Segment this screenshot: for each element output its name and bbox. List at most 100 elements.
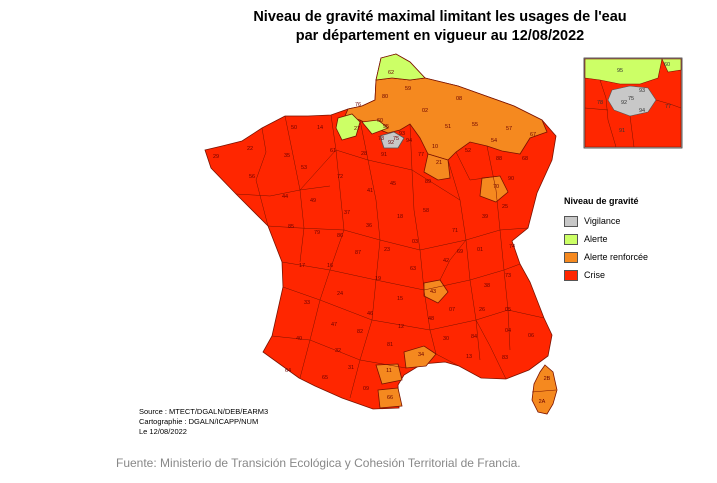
map-title-line1: Niveau de gravité maximal limitant les u…	[253, 9, 627, 25]
legend-item-alerte: Alerte	[564, 230, 694, 248]
department-label-47: 47	[331, 322, 337, 328]
legend-item-vigilance: Vigilance	[564, 212, 694, 230]
department-label-48: 48	[428, 316, 434, 322]
department-label-93: 93	[399, 131, 405, 137]
france-map: 62 59 80 76 27 60 02 08 51 55 57 67 10 52 54 88 21 70 95 75…	[204, 53, 683, 415]
department-label-89: 89	[425, 179, 431, 185]
inset-department-label-93: 93	[639, 88, 645, 94]
department-label-09: 09	[363, 386, 369, 392]
department-label-04: 04	[505, 328, 511, 334]
aude-alert-zone	[375, 363, 403, 385]
department-label-37: 37	[344, 210, 350, 216]
corsica	[531, 364, 558, 415]
department-label-30: 30	[443, 336, 449, 342]
department-label-74: 74	[509, 244, 515, 250]
department-label-54: 54	[491, 138, 497, 144]
department-label-90: 90	[508, 176, 514, 182]
department-label-73: 73	[505, 273, 511, 279]
paris-vigilance-zone	[379, 131, 405, 149]
nord-alert-zone	[375, 53, 426, 81]
legend-swatch-alerte	[564, 233, 578, 245]
department-label-02: 02	[422, 108, 428, 114]
legend-swatch-crise	[564, 269, 578, 281]
inset-department-label-75: 75	[628, 96, 634, 102]
department-label-16: 16	[327, 263, 333, 269]
department-label-23: 23	[384, 247, 390, 253]
department-label-19: 19	[375, 276, 381, 282]
department-label-26: 26	[479, 307, 485, 313]
department-label-35: 35	[284, 153, 290, 159]
department-label-41: 41	[367, 188, 373, 194]
department-label-87: 87	[355, 250, 361, 256]
department-label-58: 58	[423, 208, 429, 214]
figure-caption: Fuente: Ministerio de Transición Ecológi…	[116, 456, 521, 470]
legend-label-alerte-renforcee: Alerte renforcée	[584, 252, 649, 262]
inset-department-label-95: 95	[617, 68, 623, 74]
department-label-05: 05	[505, 307, 511, 313]
department-label-2B: 2B	[544, 376, 551, 382]
department-label-88: 88	[496, 156, 502, 162]
idf-inset	[583, 57, 683, 149]
department-label-43: 43	[430, 289, 436, 295]
department-label-13: 13	[466, 354, 472, 360]
department-label-72: 72	[337, 174, 343, 180]
oise-alert-zone	[361, 119, 389, 135]
department-label-69: 69	[457, 249, 463, 255]
department-label-45: 45	[390, 181, 396, 187]
pyrenees-orientales-alert-zone	[377, 387, 403, 409]
department-label-59: 59	[405, 86, 411, 92]
department-label-81: 81	[387, 342, 393, 348]
department-label-21: 21	[436, 160, 442, 166]
herault-alert-zone	[403, 345, 437, 369]
department-label-42: 42	[443, 258, 449, 264]
department-label-86: 86	[337, 233, 343, 239]
department-label-11: 11	[386, 368, 392, 374]
department-label-24: 24	[337, 291, 343, 297]
legend-title: Niveau de gravité	[564, 196, 639, 206]
department-label-07: 07	[449, 307, 455, 313]
haute-loire-alert-zone	[423, 279, 449, 304]
legend-label-vigilance: Vigilance	[584, 216, 621, 226]
department-label-95: 95	[383, 124, 389, 130]
department-label-49: 49	[310, 198, 316, 204]
department-label-85: 85	[288, 224, 294, 230]
inset-department-label-92: 92	[621, 100, 627, 106]
department-label-62: 62	[388, 70, 394, 76]
department-label-64: 64	[285, 368, 291, 374]
department-label-67: 67	[530, 132, 536, 138]
legend-swatch-alerte-renforcee	[564, 251, 578, 263]
department-label-39: 39	[482, 214, 488, 220]
department-label-32: 32	[335, 348, 341, 354]
department-label-38: 38	[484, 283, 490, 289]
source-block: Source : MTECT/DGALN/DEB/EARM3 Cartograp…	[139, 407, 268, 437]
burgundy-alert-zone	[423, 153, 451, 181]
department-label-36: 36	[366, 223, 372, 229]
inset-department-label-60: 60	[664, 62, 670, 68]
department-label-57: 57	[506, 126, 512, 132]
map-title: Niveau de gravité maximal limitant les u…	[200, 8, 680, 46]
eure-alert-zone	[335, 113, 361, 141]
department-label-17: 17	[299, 263, 305, 269]
legend-item-alerte-renforcee: Alerte renforcée	[564, 248, 694, 266]
department-label-55: 55	[472, 122, 478, 128]
legend-swatch-vigilance	[564, 215, 578, 227]
department-label-78: 78	[378, 136, 384, 142]
source-line: Source : MTECT/DGALN/DEB/EARM3	[139, 407, 269, 416]
department-label-71: 71	[452, 228, 458, 234]
department-label-83: 83	[502, 355, 508, 361]
inset-department-label-77: 77	[665, 104, 671, 110]
legend-label-crise: Crise	[584, 270, 606, 280]
department-borders	[235, 114, 545, 399]
department-label-22: 22	[247, 146, 253, 152]
department-label-25: 25	[502, 204, 508, 210]
department-label-75: 75	[393, 136, 399, 142]
department-label-61: 61	[330, 148, 336, 154]
department-label-80: 80	[382, 94, 388, 100]
department-label-70: 70	[493, 184, 499, 190]
cartography-line: Cartographie : DGALN/ICAPP/NUM	[139, 417, 259, 426]
legend-item-crise: Crise	[564, 266, 694, 284]
map-title-line2: par département en vigueur au 12/08/2022	[295, 28, 585, 44]
department-label-46: 46	[367, 311, 373, 317]
department-label-15: 15	[397, 296, 403, 302]
department-label-27: 27	[354, 126, 360, 132]
